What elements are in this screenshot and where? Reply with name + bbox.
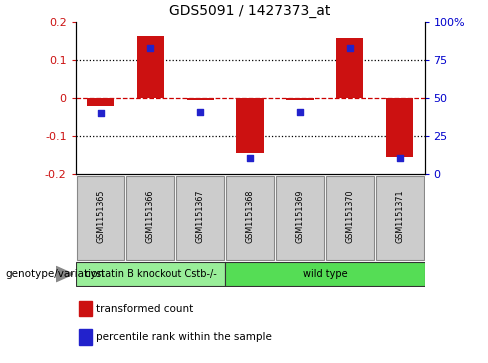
Bar bbox=[79, 301, 92, 316]
Bar bbox=[286, 98, 314, 100]
Point bbox=[97, 110, 104, 116]
Text: genotype/variation: genotype/variation bbox=[5, 269, 104, 279]
Text: cystatin B knockout Cstb-/-: cystatin B knockout Cstb-/- bbox=[84, 269, 216, 279]
Text: GSM1151371: GSM1151371 bbox=[395, 189, 404, 243]
Bar bbox=[376, 176, 424, 260]
Point bbox=[196, 109, 204, 115]
Text: GSM1151365: GSM1151365 bbox=[96, 189, 105, 243]
Bar bbox=[176, 176, 224, 260]
Text: GSM1151369: GSM1151369 bbox=[295, 189, 305, 243]
Bar bbox=[126, 176, 174, 260]
Point bbox=[246, 155, 254, 161]
Title: GDS5091 / 1427373_at: GDS5091 / 1427373_at bbox=[169, 4, 331, 18]
Text: GSM1151367: GSM1151367 bbox=[196, 189, 205, 243]
Text: wild type: wild type bbox=[303, 269, 347, 279]
Bar bbox=[236, 98, 264, 153]
Point bbox=[146, 46, 154, 52]
Point bbox=[296, 110, 304, 115]
Bar bbox=[386, 98, 413, 157]
Bar bbox=[336, 38, 364, 98]
Text: GSM1151370: GSM1151370 bbox=[346, 189, 354, 243]
Bar bbox=[76, 262, 225, 286]
Text: percentile rank within the sample: percentile rank within the sample bbox=[97, 332, 272, 342]
Polygon shape bbox=[56, 266, 73, 282]
Bar bbox=[225, 262, 425, 286]
Bar bbox=[226, 176, 274, 260]
Bar bbox=[137, 36, 164, 98]
Text: GSM1151366: GSM1151366 bbox=[146, 189, 155, 243]
Bar bbox=[326, 176, 374, 260]
Bar bbox=[186, 98, 214, 100]
Point bbox=[346, 46, 354, 52]
Bar bbox=[276, 176, 324, 260]
Text: GSM1151368: GSM1151368 bbox=[245, 189, 255, 243]
Point bbox=[396, 155, 404, 161]
Bar bbox=[77, 176, 124, 260]
Bar bbox=[79, 329, 92, 345]
Bar bbox=[87, 98, 114, 106]
Text: transformed count: transformed count bbox=[97, 303, 194, 314]
